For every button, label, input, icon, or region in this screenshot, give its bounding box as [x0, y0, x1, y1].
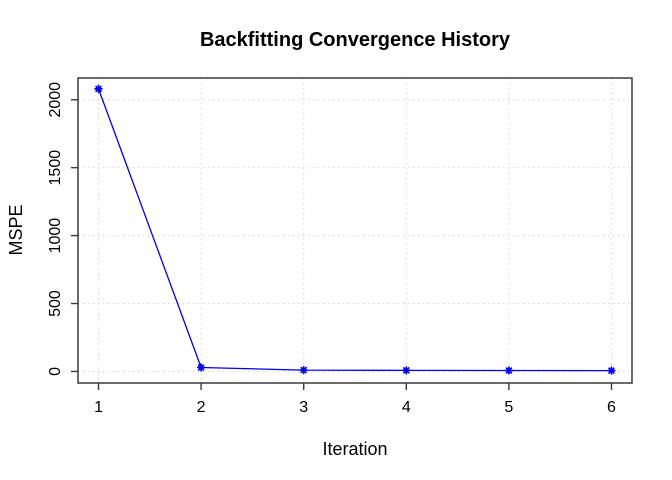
x-tick-label: 3	[299, 399, 308, 416]
marker-stroke	[608, 367, 615, 374]
marker-stroke	[95, 85, 102, 93]
x-tick-label: 5	[504, 399, 513, 416]
y-axis-label: MSPE	[6, 204, 26, 255]
y-tick-label: 500	[47, 290, 64, 317]
x-tick-label: 1	[94, 399, 103, 416]
y-tick-label: 0	[47, 367, 64, 376]
chart-title: Backfitting Convergence History	[200, 29, 511, 51]
data-point	[402, 366, 411, 375]
marker-stroke	[197, 364, 205, 371]
data-point	[94, 84, 103, 94]
data-point	[504, 366, 514, 375]
series-line	[97, 88, 612, 372]
y-tick-label: 2000	[47, 82, 64, 118]
x-tick-label: 4	[402, 399, 411, 416]
x-tick-label: 6	[607, 399, 616, 416]
y-tick-label: 1500	[47, 150, 64, 186]
marker-stroke	[403, 367, 410, 374]
marker-stroke	[505, 367, 513, 374]
axis-ticks	[71, 99, 613, 390]
plot-border	[77, 77, 633, 384]
gridlines	[78, 78, 632, 383]
y-tick-label: 1000	[47, 218, 64, 254]
data-series	[94, 84, 616, 375]
data-point	[607, 366, 616, 375]
data-point	[299, 365, 308, 375]
marker-stroke	[300, 366, 307, 374]
x-tick-label: 2	[197, 399, 206, 416]
data-point	[196, 363, 206, 372]
tick-labels: 1 2 3 4 5 6 0 500 1000 1500 2000	[47, 82, 616, 416]
x-axis-label: Iteration	[322, 439, 387, 459]
